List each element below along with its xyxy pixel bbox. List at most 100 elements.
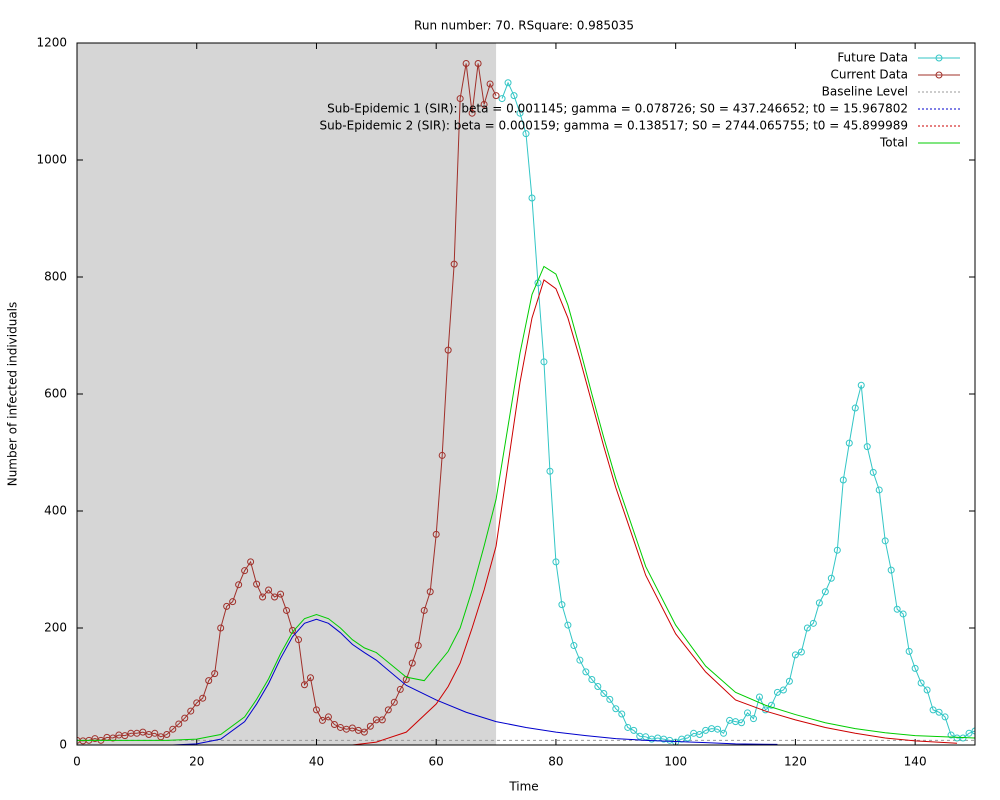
data-point [229,598,237,606]
data-point [187,707,195,715]
data-point [552,558,560,566]
legend-label: Baseline Level [822,85,908,99]
data-point [241,567,249,575]
x-tick-label: 60 [429,755,444,769]
data-point [917,679,925,687]
y-axis-label: Number of infected individuals [6,302,20,487]
data-point [827,574,835,582]
y-tick-label: 400 [44,504,67,518]
data-point [480,100,488,108]
data-point [564,621,572,629]
data-point [253,580,261,588]
data-point [408,659,416,667]
data-point [570,642,578,650]
data-point [779,686,787,694]
legend-label: Sub-Epidemic 1 (SIR): beta = 0.001145; g… [327,102,908,116]
data-point [396,685,404,693]
data-point [492,92,500,100]
data-point [486,80,494,88]
data-point [109,734,117,742]
x-tick-label: 140 [904,755,927,769]
data-point [510,92,518,100]
data-point [432,530,440,538]
data-point [845,439,853,447]
data-point [576,656,584,664]
data-point [378,716,386,724]
shaded-region [77,43,497,745]
data-point [785,677,793,685]
data-point [324,713,332,721]
chart-title: Run number: 70. RSquare: 0.985035 [414,19,634,33]
data-point [289,626,297,634]
data-point [175,720,183,728]
data-point [283,606,291,614]
data-point [863,443,871,451]
data-point [193,699,201,707]
data-point [714,725,722,733]
data-point [857,381,865,389]
y-tick-label: 1200 [36,36,67,50]
data-point [306,674,314,682]
y-tick-label: 800 [44,270,67,284]
data-point [767,701,775,709]
data-point [630,726,638,734]
legend-marker [935,54,943,62]
data-point [744,709,752,717]
data-point [121,732,129,740]
data-point [223,602,231,610]
data-point [498,95,506,103]
data-point [546,467,554,475]
data-point [893,605,901,613]
plot-frame [76,42,976,746]
data-point [929,706,937,714]
x-tick-label: 40 [309,755,324,769]
data-point [271,593,279,601]
data-point [941,713,949,721]
data-point [815,599,823,607]
data-point [384,706,392,714]
data-point [642,733,650,741]
data-point [199,694,207,702]
y-tick-label: 600 [44,387,67,401]
data-point [881,537,889,545]
data-point [540,358,548,366]
data-point [516,109,524,117]
data-point [450,260,458,268]
data-point [588,675,596,683]
data-point [426,588,434,596]
data-point [887,566,895,574]
data-point [456,95,464,103]
data-point [522,130,530,138]
data-point [300,681,308,689]
data-point [528,194,536,202]
data-point [217,624,225,632]
data-point [444,346,452,354]
data-point [312,706,320,714]
data-point [797,648,805,656]
data-point [833,546,841,554]
legend-label: Sub-Epidemic 2 (SIR): beta = 0.000159; g… [319,119,908,133]
data-point [205,677,213,685]
data-point [295,636,303,644]
data-point [773,688,781,696]
data-point [935,708,943,716]
data-point [600,690,608,698]
y-tick-label: 200 [44,621,67,635]
data-point [971,727,975,735]
data-point [247,558,255,566]
data-point [738,719,746,727]
data-point [582,668,590,676]
data-point [402,675,410,683]
data-point [259,593,267,601]
x-axis-label: Time [508,780,538,794]
x-tick-label: 100 [664,755,687,769]
series-line [172,618,778,745]
data-point [821,588,829,596]
data-point [911,664,919,672]
data-point [235,581,243,589]
data-point [265,586,273,594]
y-tick-label: 0 [59,738,67,752]
series-line [77,63,497,742]
data-point [181,714,189,722]
data-point [558,601,566,609]
